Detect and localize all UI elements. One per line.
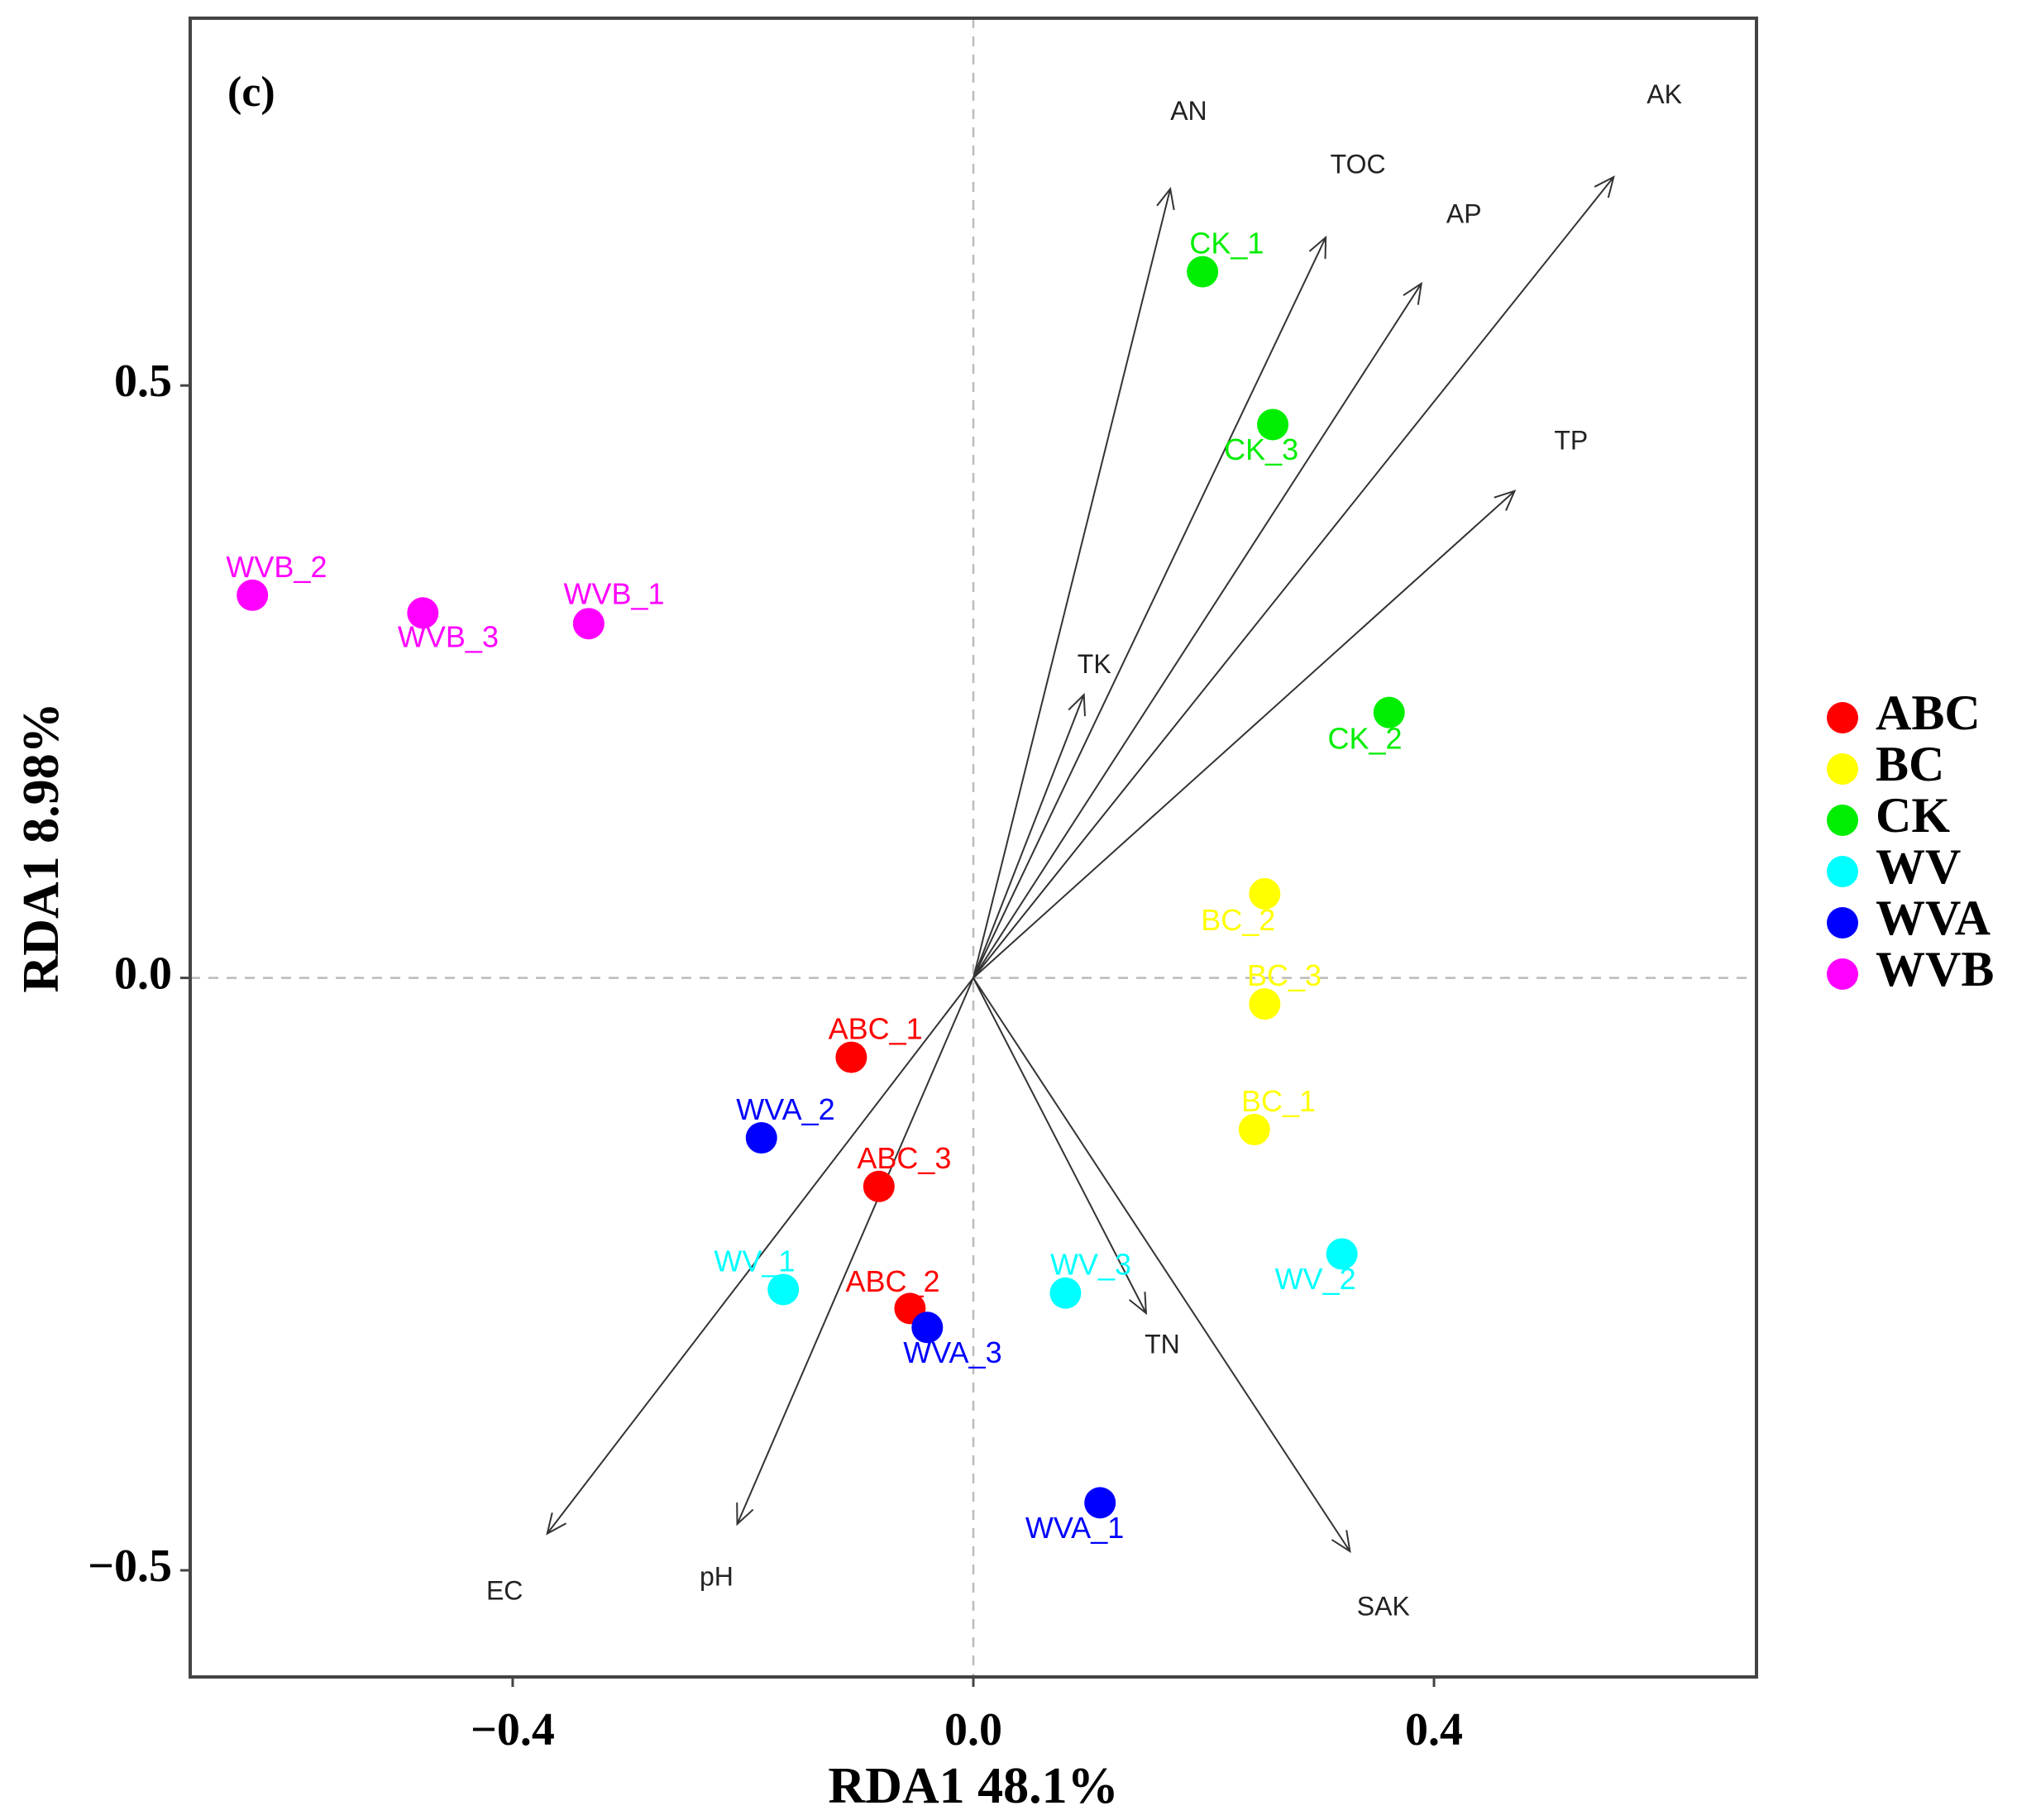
vector-arrowhead-ap [1403,281,1423,305]
plot-area: AN TOC AP AK TP TK TN SAK EC pH ABC_1 ABC_3 ABC_2 BC_… [190,18,1756,1677]
x-axis-title: RDA1 48.1% [828,1758,1118,1814]
point-label-wv-3: WV_3 [1050,1248,1131,1282]
vector-arrowhead-tk [1068,692,1086,717]
point-abc-1 [835,1041,867,1073]
vector-label-toc: TOC [1331,150,1386,179]
point-label-bc-2: BC_2 [1201,903,1275,937]
vector-label-ap: AP [1446,199,1482,229]
vector-label-tk: TK [1078,649,1111,679]
vector-arrowhead-tp [1494,490,1517,511]
vector-arrowhead-tn [1128,1292,1148,1316]
axis-ticks: −0.4 0.0 0.4 −0.5 0.0 0.5 [88,356,1463,1756]
legend-swatch-wva [1827,907,1858,939]
point-label-wva-3: WVA_3 [903,1335,1001,1369]
point-wva-2 [745,1122,777,1154]
point-wv-3 [1049,1277,1082,1309]
x-tick-label: 0.0 [944,1704,1002,1756]
point-ck-3 [1257,408,1289,441]
point-bc-1 [1238,1114,1270,1146]
point-bc-2 [1249,877,1281,910]
legend-label-ck: CK [1876,788,1950,843]
point-label-wva-1: WVA_1 [1025,1511,1124,1545]
point-ck-1 [1187,256,1219,288]
vector-toc [973,236,1327,979]
vector-label-sak: SAK [1357,1591,1410,1621]
panel-label: (c) [227,69,275,116]
y-tick-label: 0.5 [114,356,172,407]
legend-swatch-bc [1827,753,1858,785]
point-label-ck-1: CK_1 [1189,227,1264,260]
point-wvb-2 [237,579,269,611]
vector-arrowhead-ak [1594,175,1615,198]
legend-swatch-abc [1827,702,1858,733]
point-label-wvb-3: WVB_3 [398,619,499,653]
point-label-ck-3: CK_3 [1224,432,1298,466]
legend-label-bc: BC [1876,737,1944,791]
legend-swatch-ck [1827,805,1858,836]
point-label-bc-1: BC_1 [1241,1084,1316,1118]
y-tick-label: −0.5 [88,1541,172,1592]
point-wvb-1 [572,608,605,640]
vector-ak [973,176,1615,979]
point-label-abc-3: ABC_3 [857,1141,951,1175]
vector-tn [973,977,1147,1314]
vector-tk [973,694,1085,978]
point-label-ck-2: CK_2 [1327,722,1402,756]
legend-label-wvb: WVB [1876,942,1994,996]
point-label-wvb-2: WVB_2 [226,550,327,584]
x-tick-label: 0.4 [1405,1704,1463,1756]
vector-label-tn: TN [1145,1330,1180,1359]
vector-label-an: AN [1170,96,1207,126]
vector-arrowhead-toc [1308,235,1327,260]
point-wv-1 [767,1273,800,1306]
point-wvb-3 [407,597,439,629]
vector-ec [546,977,974,1535]
vector-ap [973,283,1422,979]
point-label-wv-2: WV_2 [1275,1262,1356,1296]
y-tick-label: 0.0 [114,948,172,999]
point-label-wva-2: WVA_2 [736,1092,834,1126]
vector-an [973,189,1172,978]
point-label-bc-3: BC_3 [1247,958,1321,992]
point-label-abc-2: ABC_2 [845,1264,939,1298]
point-wva-3 [911,1311,944,1344]
point-label-wv-1: WV_1 [714,1244,795,1278]
point-label-abc-1: ABC_1 [829,1012,923,1046]
point-ck-2 [1373,696,1405,728]
vector-label-ph: pH [700,1562,734,1592]
legend-swatch-wvb [1827,958,1858,990]
point-bc-3 [1249,988,1281,1020]
point-label-wvb-1: WVB_1 [563,577,664,611]
legend-label-abc: ABC [1876,685,1981,740]
vector-ph [736,977,974,1525]
vector-arrowhead-an [1156,186,1175,211]
x-tick-label: −0.4 [471,1704,555,1756]
point-wva-1 [1084,1487,1116,1519]
vector-arrowhead-sak [1331,1530,1351,1554]
vector-arrowhead-ph [736,1502,754,1526]
vector-arrowhead-ec [546,1512,567,1536]
legend-label-wva: WVA [1876,891,1991,945]
point-wv-2 [1326,1238,1358,1270]
legend-label-wv: WV [1876,839,1961,894]
vector-label-ec: EC [486,1576,523,1606]
vector-label-ak: AK [1646,79,1682,109]
vector-label-tp: TP [1554,425,1588,455]
legend-swatch-wv [1827,856,1858,887]
vector-tp [973,490,1516,979]
vector-sak [973,977,1351,1552]
point-abc-3 [863,1170,895,1202]
y-axis-title: RDA1 8.98% [13,702,69,992]
